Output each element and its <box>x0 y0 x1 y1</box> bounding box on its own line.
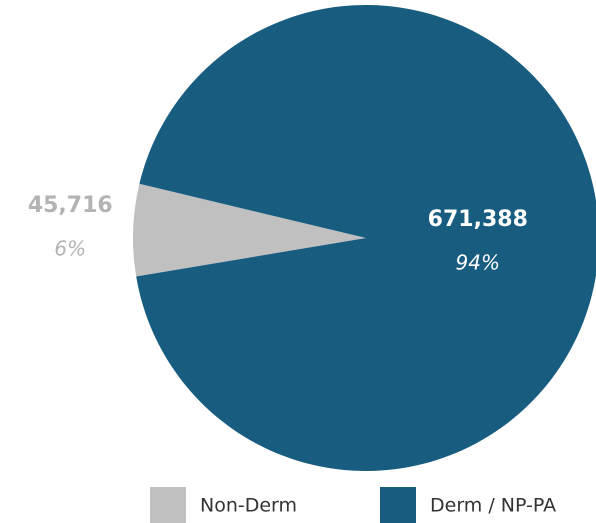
legend-label: Derm / NP-PA <box>430 495 556 517</box>
legend-label: Non-Derm <box>200 495 297 517</box>
pie-slice <box>136 5 596 471</box>
value-label: 671,388 <box>428 207 528 232</box>
share-label: 6% <box>54 236 86 260</box>
legend-swatch <box>380 487 416 523</box>
share-label: 94% <box>456 250 500 274</box>
legend-swatch <box>150 487 186 523</box>
pie-slice <box>133 183 366 277</box>
value-label: 45,716 <box>28 193 113 218</box>
